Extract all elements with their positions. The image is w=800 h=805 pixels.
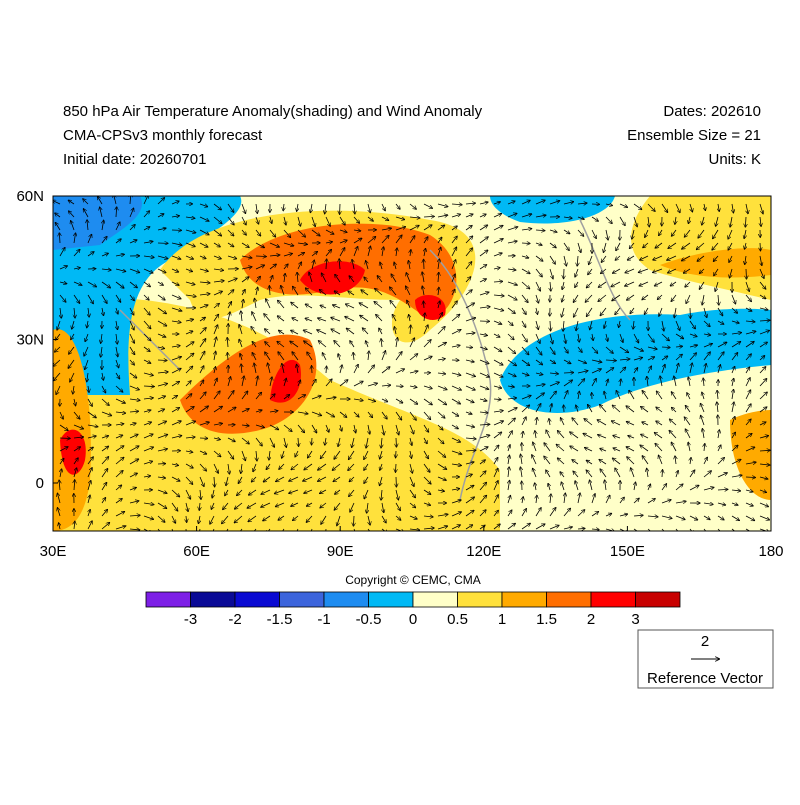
x-tick-label: 30E (40, 543, 67, 560)
wind-arrow (256, 256, 266, 257)
copyright: Copyright © CEMC, CMA (345, 573, 481, 587)
colorbar-box (191, 592, 236, 607)
wind-arrow (186, 529, 187, 537)
colorbar-label: -1.5 (267, 611, 293, 628)
colorbar-label: 1 (498, 611, 506, 628)
colorbar: -3 -2 -1.5 -1 -0.5 0 0.5 1 1.5 2 3 (146, 592, 680, 628)
colorbar-label: -3 (184, 611, 197, 628)
wind-arrow (746, 477, 755, 478)
colorbar-label: -2 (228, 611, 241, 628)
colorbar-box (235, 592, 280, 607)
colorbar-box (146, 592, 191, 607)
colorbar-label: 0 (409, 611, 417, 628)
x-tick-label: 120E (466, 543, 501, 560)
subtitle: CMA-CPSv3 monthly forecast (63, 127, 263, 144)
colorbar-box (636, 592, 681, 607)
colorbar-box (413, 592, 458, 607)
wind-arrow (227, 353, 228, 360)
reference-label: Reference Vector (647, 670, 763, 687)
x-tick-label: 180 (758, 543, 783, 560)
x-tick-label: 150E (610, 543, 645, 560)
initial-date: Initial date: 20260701 (63, 151, 206, 168)
x-tick-label: 90E (327, 543, 354, 560)
colorbar-box (280, 592, 325, 607)
colorbar-label: 2 (587, 611, 595, 628)
title: 850 hPa Air Temperature Anomaly(shading)… (63, 103, 483, 120)
colorbar-label: -0.5 (356, 611, 382, 628)
colorbar-label: 1.5 (536, 611, 557, 628)
wind-arrow (662, 347, 670, 348)
wind-arrow (353, 516, 354, 526)
colorbar-label: 0.5 (447, 611, 468, 628)
wind-arrow (423, 301, 424, 308)
colorbar-box (458, 592, 503, 607)
dates: Dates: 202610 (663, 103, 761, 120)
wind-arrow (144, 386, 154, 387)
wind-arrow (494, 399, 501, 400)
y-tick-label: 0 (36, 475, 44, 492)
colorbar-box (591, 592, 636, 607)
y-tick-label: 30N (16, 332, 44, 349)
colorbar-box (369, 592, 414, 607)
ensemble: Ensemble Size = 21 (627, 127, 761, 144)
units: Units: K (708, 151, 761, 168)
colorbar-box (324, 592, 369, 607)
colorbar-label: 3 (631, 611, 639, 628)
x-tick-label: 60E (183, 543, 210, 560)
colorbar-box (502, 592, 547, 607)
y-tick-label: 60N (16, 188, 44, 205)
colorbar-label: -1 (317, 611, 330, 628)
wind-arrow (395, 464, 396, 472)
reference-magnitude: 2 (701, 633, 709, 650)
wind-arrow (578, 528, 585, 529)
wind-arrow (326, 366, 327, 373)
colorbar-box (547, 592, 592, 607)
wind-arrow (662, 470, 663, 477)
map-field (53, 194, 771, 539)
